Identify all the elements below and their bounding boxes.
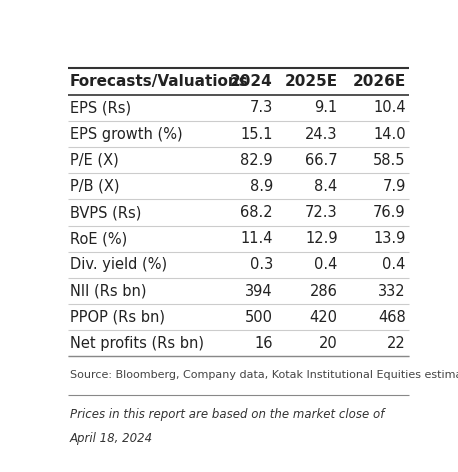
Text: Net profits (Rs bn): Net profits (Rs bn) xyxy=(70,336,204,351)
Text: Prices in this report are based on the market close of: Prices in this report are based on the m… xyxy=(70,408,384,421)
Text: 68.2: 68.2 xyxy=(240,205,273,220)
Text: RoE (%): RoE (%) xyxy=(70,231,127,246)
Text: 2025E: 2025E xyxy=(284,74,338,89)
Text: Forecasts/Valuations: Forecasts/Valuations xyxy=(70,74,248,89)
Text: 0.4: 0.4 xyxy=(314,257,338,272)
Text: 8.4: 8.4 xyxy=(314,179,338,194)
Text: Source: Bloomberg, Company data, Kotak Institutional Equities estimates: Source: Bloomberg, Company data, Kotak I… xyxy=(70,370,458,379)
Text: 7.9: 7.9 xyxy=(382,179,406,194)
Text: 76.9: 76.9 xyxy=(373,205,406,220)
Text: 15.1: 15.1 xyxy=(240,126,273,142)
Text: 12.9: 12.9 xyxy=(305,231,338,246)
Text: BVPS (Rs): BVPS (Rs) xyxy=(70,205,141,220)
Text: 0.3: 0.3 xyxy=(250,257,273,272)
Text: 500: 500 xyxy=(245,310,273,325)
Text: 82.9: 82.9 xyxy=(240,153,273,168)
Text: 2026E: 2026E xyxy=(353,74,406,89)
Text: 7.3: 7.3 xyxy=(250,101,273,115)
Text: April 18, 2024: April 18, 2024 xyxy=(70,432,153,445)
Text: 8.9: 8.9 xyxy=(250,179,273,194)
Text: P/B (X): P/B (X) xyxy=(70,179,119,194)
Text: EPS growth (%): EPS growth (%) xyxy=(70,126,182,142)
Text: 16: 16 xyxy=(254,336,273,351)
Text: P/E (X): P/E (X) xyxy=(70,153,119,168)
Text: 394: 394 xyxy=(245,284,273,299)
Text: 10.4: 10.4 xyxy=(373,101,406,115)
Text: 2024: 2024 xyxy=(230,74,273,89)
Text: 420: 420 xyxy=(310,310,338,325)
Text: Div. yield (%): Div. yield (%) xyxy=(70,257,167,272)
Text: NII (Rs bn): NII (Rs bn) xyxy=(70,284,146,299)
Text: 24.3: 24.3 xyxy=(305,126,338,142)
Text: 11.4: 11.4 xyxy=(240,231,273,246)
Text: 72.3: 72.3 xyxy=(305,205,338,220)
Text: 58.5: 58.5 xyxy=(373,153,406,168)
Text: 66.7: 66.7 xyxy=(305,153,338,168)
Text: PPOP (Rs bn): PPOP (Rs bn) xyxy=(70,310,165,325)
Text: EPS (Rs): EPS (Rs) xyxy=(70,101,131,115)
Text: 22: 22 xyxy=(387,336,406,351)
Text: 468: 468 xyxy=(378,310,406,325)
Text: 0.4: 0.4 xyxy=(382,257,406,272)
Text: 9.1: 9.1 xyxy=(314,101,338,115)
Text: 20: 20 xyxy=(319,336,338,351)
Text: 13.9: 13.9 xyxy=(373,231,406,246)
Text: 332: 332 xyxy=(378,284,406,299)
Text: 14.0: 14.0 xyxy=(373,126,406,142)
Text: 286: 286 xyxy=(310,284,338,299)
